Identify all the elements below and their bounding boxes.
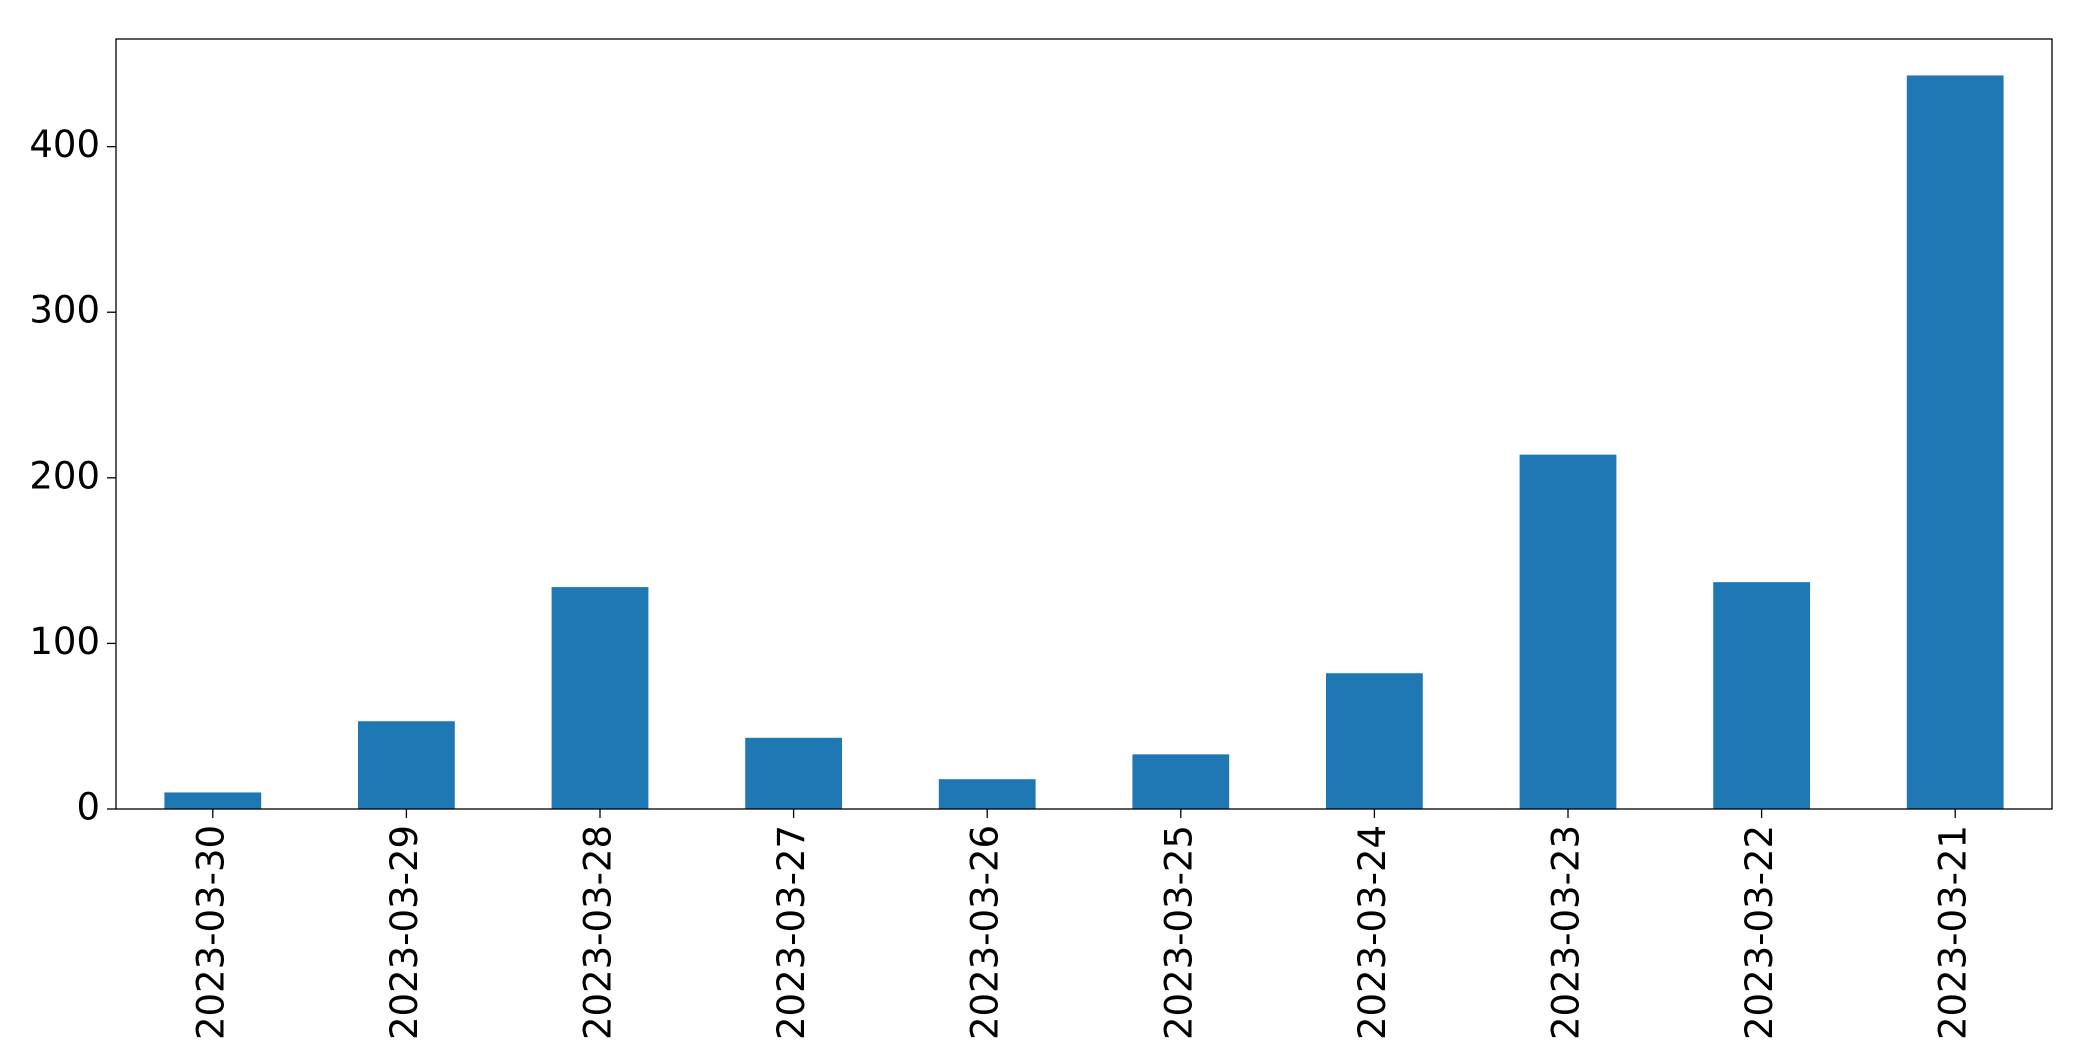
bar bbox=[1519, 454, 1617, 809]
x-tick-label: 2023-03-23 bbox=[1545, 825, 1588, 1040]
x-tick-label: 2023-03-28 bbox=[577, 825, 620, 1040]
bar bbox=[1326, 673, 1423, 809]
bar bbox=[358, 721, 455, 809]
y-tick-label: 300 bbox=[29, 289, 100, 332]
plot-frame bbox=[115, 38, 2053, 810]
bar bbox=[938, 779, 1036, 809]
bar bbox=[1713, 582, 1810, 809]
y-tick-label: 400 bbox=[29, 123, 100, 166]
x-tick-label: 2023-03-26 bbox=[964, 825, 1007, 1040]
y-tick-label: 200 bbox=[29, 454, 100, 497]
bar bbox=[1906, 75, 2004, 809]
bar bbox=[745, 737, 842, 809]
x-tick-label: 2023-03-29 bbox=[383, 825, 426, 1040]
bar bbox=[551, 587, 649, 809]
x-tick-label: 2023-03-30 bbox=[189, 825, 232, 1040]
x-tick-label: 2023-03-21 bbox=[1932, 825, 1975, 1040]
x-tick-label: 2023-03-27 bbox=[770, 825, 813, 1040]
y-tick-label: 100 bbox=[29, 620, 100, 663]
bar bbox=[164, 792, 262, 809]
x-tick-label: 2023-03-24 bbox=[1351, 825, 1394, 1040]
x-tick-label: 2023-03-22 bbox=[1738, 825, 1781, 1040]
y-tick-label: 0 bbox=[76, 786, 100, 829]
bar bbox=[1132, 754, 1230, 809]
x-tick-label: 2023-03-25 bbox=[1157, 825, 1200, 1040]
